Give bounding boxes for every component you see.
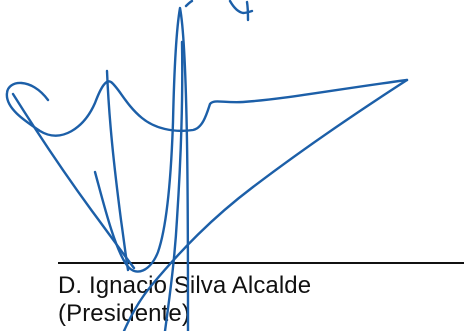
signature-bowl	[93, 6, 190, 331]
signature-main-diagonal	[11, 92, 136, 270]
signature-top-tick	[184, 0, 194, 8]
signature-left-loop	[5, 78, 409, 137]
signature-right-vertical	[163, 40, 184, 331]
signature-top-four	[228, 0, 254, 22]
signature-right-diagonal	[122, 78, 409, 331]
signature-line	[58, 262, 464, 264]
signature-center-stem	[105, 69, 130, 272]
signer-name: D. Ignacio Silva Alcalde	[58, 272, 312, 299]
